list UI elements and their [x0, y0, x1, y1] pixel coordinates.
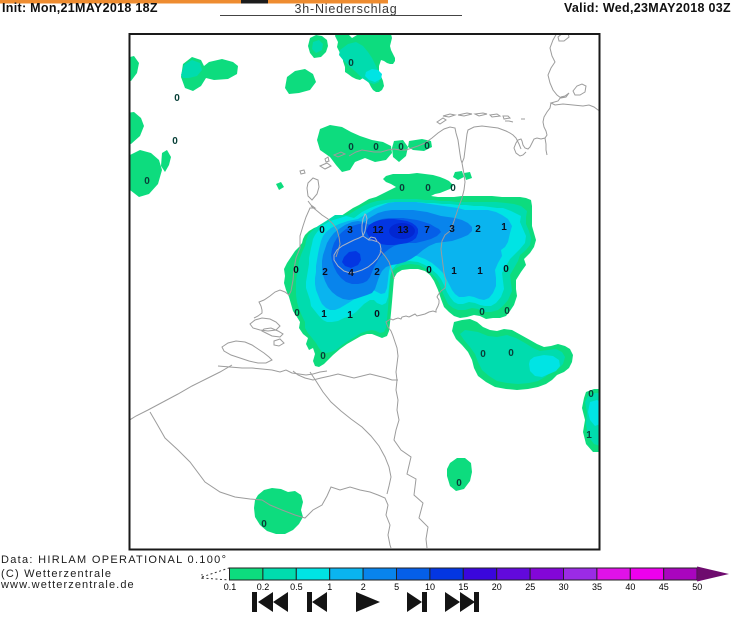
svg-text:0: 0	[319, 225, 325, 236]
svg-text:13: 13	[397, 225, 409, 236]
svg-text:30: 30	[559, 582, 569, 592]
svg-text:4: 4	[348, 268, 354, 279]
svg-text:12: 12	[372, 225, 384, 236]
svg-text:2: 2	[475, 224, 481, 235]
svg-text:0: 0	[144, 176, 150, 187]
svg-text:0: 0	[504, 306, 510, 317]
svg-text:1: 1	[321, 309, 327, 320]
svg-text:20: 20	[492, 582, 502, 592]
svg-text:1: 1	[451, 266, 457, 277]
svg-text:0: 0	[293, 265, 299, 276]
svg-text:40: 40	[625, 582, 635, 592]
svg-text:0: 0	[508, 348, 514, 359]
svg-text:1: 1	[327, 582, 332, 592]
svg-text:0: 0	[373, 142, 379, 153]
svg-text:0: 0	[172, 136, 178, 147]
svg-text:0: 0	[398, 142, 404, 153]
svg-text:0: 0	[588, 389, 594, 400]
svg-text:0: 0	[399, 183, 405, 194]
svg-text:0: 0	[456, 478, 462, 489]
svg-text:Data: HIRLAM OPERATIONAL 0.100: Data: HIRLAM OPERATIONAL 0.100°	[1, 554, 227, 566]
svg-text:(C) Wetterzentrale: (C) Wetterzentrale	[1, 568, 112, 580]
svg-text:3: 3	[449, 224, 455, 235]
svg-text:35: 35	[592, 582, 602, 592]
svg-text:0: 0	[450, 183, 456, 194]
svg-text:0: 0	[348, 142, 354, 153]
svg-text:25: 25	[525, 582, 535, 592]
svg-text:0: 0	[425, 183, 431, 194]
svg-text:2: 2	[374, 267, 380, 278]
svg-text:0: 0	[348, 58, 354, 69]
svg-text:0.1: 0.1	[224, 582, 237, 592]
svg-text:45: 45	[659, 582, 669, 592]
svg-text:0: 0	[426, 265, 432, 276]
svg-text:Init: Mon,21MAY2018 18Z: Init: Mon,21MAY2018 18Z	[2, 1, 158, 15]
svg-text:www.wetterzentrale.de: www.wetterzentrale.de	[0, 579, 135, 591]
svg-text:0: 0	[503, 264, 509, 275]
svg-text:0: 0	[174, 93, 180, 104]
svg-text:1: 1	[347, 310, 353, 321]
svg-text:0: 0	[424, 141, 430, 152]
svg-text:1: 1	[501, 222, 507, 233]
svg-text:0.2: 0.2	[257, 582, 270, 592]
svg-text:2: 2	[322, 267, 328, 278]
svg-text:50: 50	[692, 582, 702, 592]
svg-text:1: 1	[586, 430, 592, 441]
svg-text:0: 0	[480, 349, 486, 360]
svg-text:0: 0	[479, 307, 485, 318]
svg-text:0: 0	[374, 309, 380, 320]
svg-text:3: 3	[347, 225, 353, 236]
svg-text:0: 0	[294, 308, 300, 319]
svg-text:15: 15	[458, 582, 468, 592]
svg-text:2: 2	[361, 582, 366, 592]
svg-text:0.5: 0.5	[290, 582, 303, 592]
svg-text:1: 1	[477, 266, 483, 277]
svg-text:7: 7	[424, 225, 430, 236]
svg-text:0: 0	[261, 519, 267, 530]
svg-text:Valid: Wed,23MAY2018 03Z: Valid: Wed,23MAY2018 03Z	[564, 1, 731, 15]
svg-text:5: 5	[394, 582, 399, 592]
svg-text:3h-Niederschlag: 3h-Niederschlag	[294, 2, 397, 16]
svg-text:0: 0	[320, 351, 326, 362]
svg-text:10: 10	[425, 582, 435, 592]
